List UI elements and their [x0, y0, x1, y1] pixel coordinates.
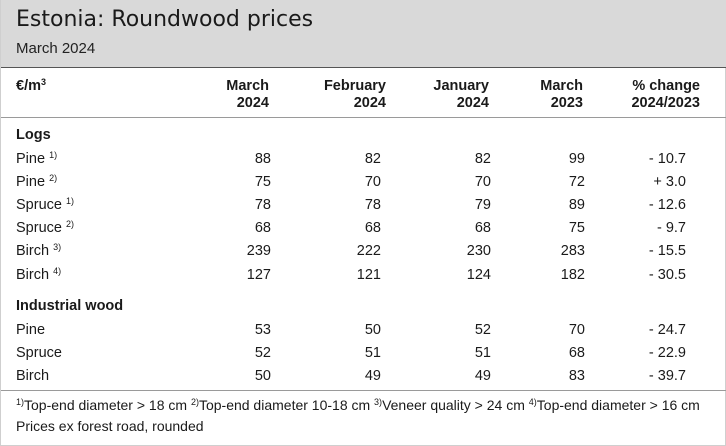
colheader-divider: [1, 117, 726, 118]
footnote-prices-note: Prices ex forest road, rounded: [16, 418, 204, 434]
table-row: Pine 53 50 52 70 - 24.7: [1, 319, 726, 342]
table-title: Estonia: Roundwood prices: [16, 7, 314, 32]
table-cell: - 10.7: [648, 151, 686, 167]
table-cell: 79: [474, 197, 491, 213]
col-header-march-2023: March 2023: [540, 78, 583, 111]
table-cell: 127: [246, 267, 271, 283]
table-cell: 49: [364, 368, 381, 384]
table-cell: 230: [466, 243, 491, 259]
table-cell: 75: [254, 174, 271, 190]
row-label: Birch: [16, 368, 50, 384]
table-cell: 52: [254, 345, 271, 361]
row-label: Pine 1): [16, 150, 58, 168]
table-cell: 82: [364, 151, 381, 167]
table-cell: 68: [364, 220, 381, 236]
table-cell: 68: [568, 345, 585, 361]
col-header-march-2024: March 2024: [226, 78, 269, 111]
table-row: Birch 4) 127 121 124 182 - 30.5: [1, 264, 726, 287]
footnotes-line: 1)Top-end diameter > 18 cm 2)Top-end dia…: [16, 397, 700, 413]
table-cell: 70: [474, 174, 491, 190]
table-cell: 239: [246, 243, 271, 259]
table-cell: 52: [474, 322, 491, 338]
table-cell: 50: [364, 322, 381, 338]
table-cell: 78: [364, 197, 381, 213]
table-cell: 124: [466, 267, 491, 283]
header-divider: [1, 67, 726, 68]
table-cell: - 22.9: [648, 345, 686, 361]
section-heading-logs: Logs: [16, 127, 51, 143]
table-cell: 70: [364, 174, 381, 190]
col-header-january-2024: January 2024: [433, 78, 489, 111]
table-cell: 83: [568, 368, 585, 384]
footer-divider: [1, 390, 726, 391]
table-cell: 51: [474, 345, 491, 361]
table-cell: 82: [474, 151, 491, 167]
unit-header: €/m3: [16, 77, 47, 95]
row-label: Spruce 2): [16, 219, 74, 237]
row-label: Pine 2): [16, 173, 58, 191]
table-cell: - 24.7: [648, 322, 686, 338]
table-cell: 182: [560, 267, 585, 283]
table-cell: 99: [568, 151, 585, 167]
table-cell: 121: [356, 267, 381, 283]
table-cell: - 9.7: [656, 220, 686, 236]
col-header-february-2024: February 2024: [323, 78, 386, 111]
table-cell: 53: [254, 322, 271, 338]
table-cell: 72: [568, 174, 585, 190]
table-cell: 78: [254, 197, 271, 213]
table-cell: 70: [568, 322, 585, 338]
table-row: Spruce 2) 68 68 68 75 - 9.7: [1, 217, 726, 240]
row-label: Spruce: [16, 345, 62, 361]
table-cell: + 3.0: [653, 174, 686, 190]
section-heading-industrial-wood: Industrial wood: [16, 298, 124, 314]
table-row: Pine 1) 88 82 82 99 - 10.7: [1, 148, 726, 171]
row-label: Pine: [16, 322, 46, 338]
table-row: Pine 2) 75 70 70 72 + 3.0: [1, 171, 726, 194]
table-cell: 283: [560, 243, 585, 259]
row-label: Birch 4): [16, 266, 62, 284]
table-cell: 88: [254, 151, 271, 167]
table-cell: 222: [356, 243, 381, 259]
table-cell: - 12.6: [648, 197, 686, 213]
table-row: Birch 50 49 49 83 - 39.7: [1, 365, 726, 388]
table-cell: 51: [364, 345, 381, 361]
table-cell: - 30.5: [648, 267, 686, 283]
table-cell: - 39.7: [648, 368, 686, 384]
col-header-pct-change: % change 2024/2023: [631, 78, 700, 111]
table-cell: 75: [568, 220, 585, 236]
row-label: Birch 3): [16, 242, 62, 260]
table-cell: 68: [474, 220, 491, 236]
table-row: Birch 3) 239 222 230 283 - 15.5: [1, 240, 726, 263]
table-cell: 89: [568, 197, 585, 213]
table-cell: - 15.5: [648, 243, 686, 259]
table-cell: 68: [254, 220, 271, 236]
table-cell: 49: [474, 368, 491, 384]
table-header: Estonia: Roundwood prices March 2024: [1, 0, 726, 67]
table-row: Spruce 1) 78 78 79 89 - 12.6: [1, 194, 726, 217]
table-subtitle: March 2024: [16, 40, 96, 57]
row-label: Spruce 1): [16, 196, 74, 214]
table-cell: 50: [254, 368, 271, 384]
table-row: Spruce 52 51 51 68 - 22.9: [1, 342, 726, 365]
